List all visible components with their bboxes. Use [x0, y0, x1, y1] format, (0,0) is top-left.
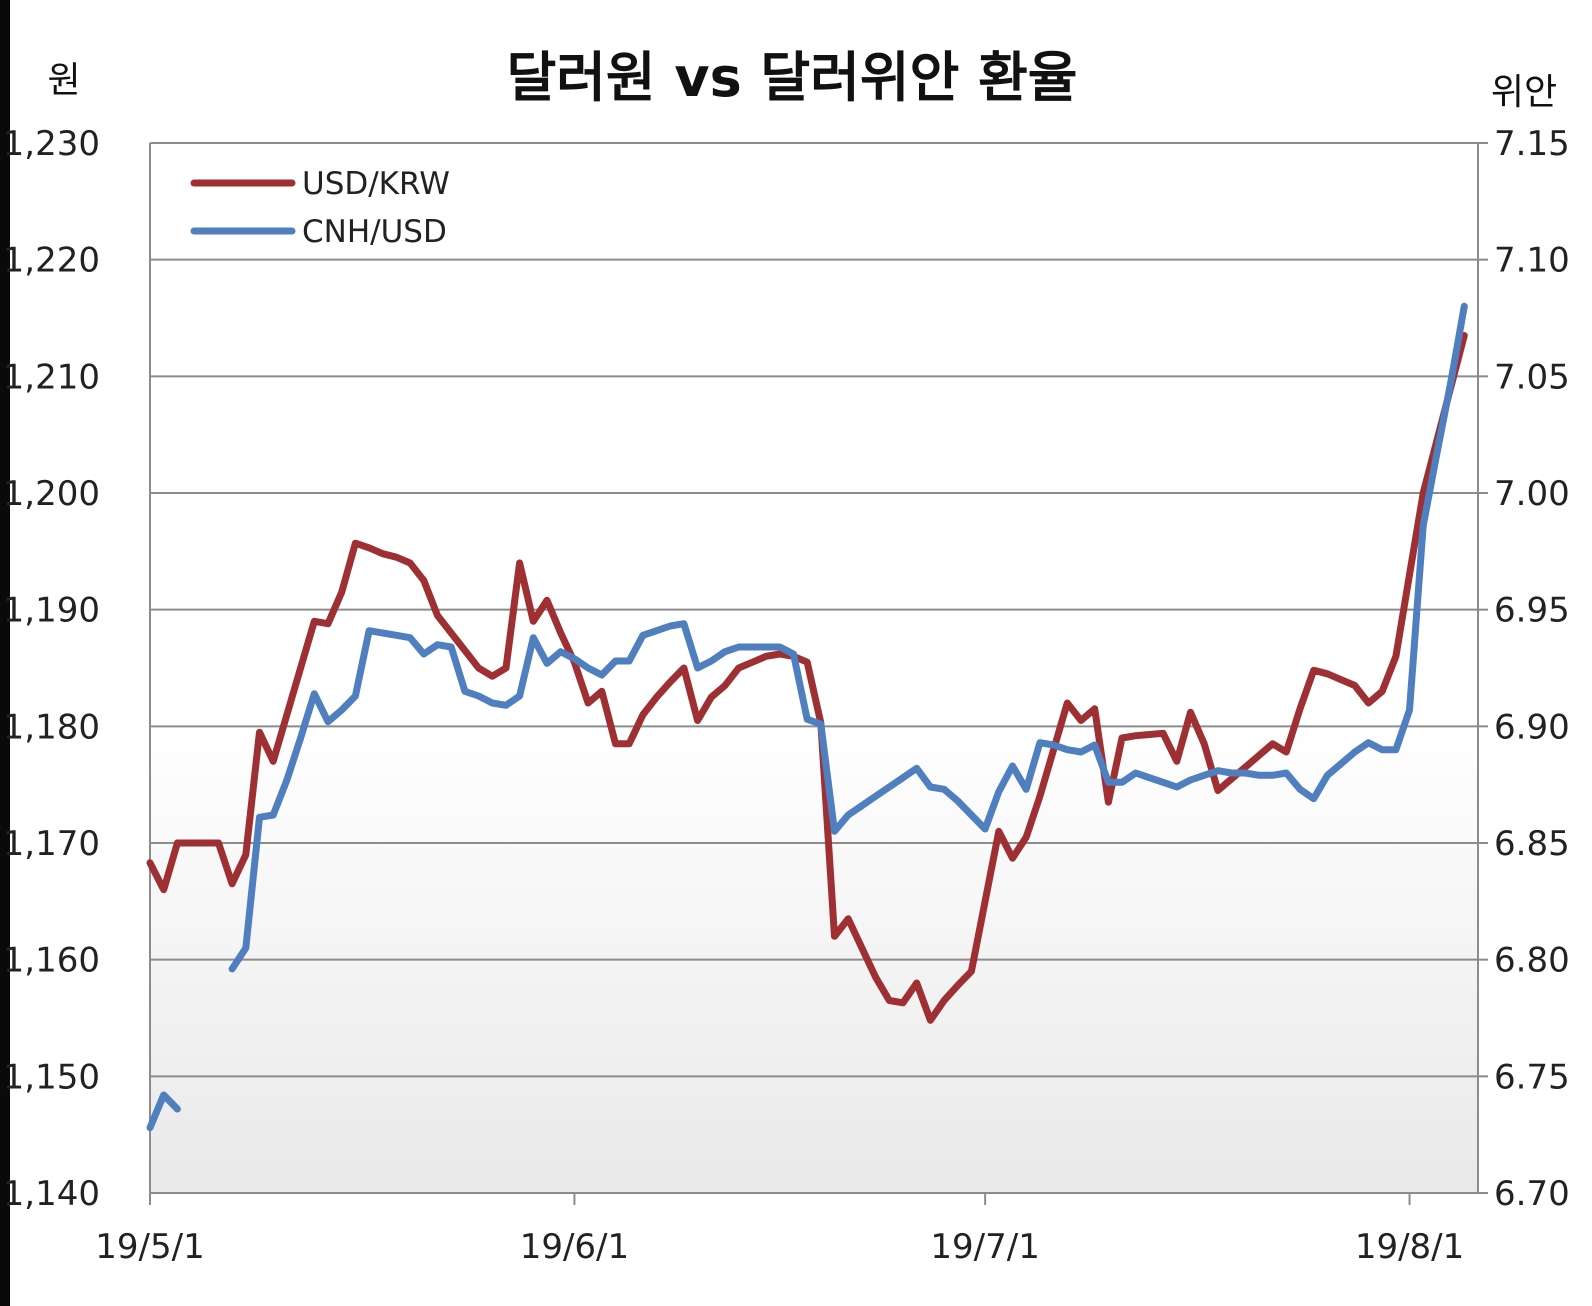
y-left-tick-label: 1,180 [3, 707, 100, 747]
y-left-tick-label: 1,160 [3, 941, 100, 981]
legend-label-usd-krw: USD/KRW [302, 166, 450, 202]
y-right-tick-label: 7.10 [1494, 241, 1570, 281]
x-tick-label: 19/5/1 [95, 1227, 204, 1267]
left-axis-unit-label: 원 [47, 60, 80, 101]
y-left-tick-label: 1,210 [3, 357, 100, 397]
y-right-tick-label: 6.75 [1494, 1057, 1570, 1097]
chart-title: 달러원 vs 달러위안 환율 [507, 46, 1078, 109]
x-tick-label: 19/6/1 [520, 1227, 629, 1267]
series-lines [146, 302, 1468, 1132]
series-line-cnh-usd [146, 1091, 181, 1132]
y-right-tick-label: 6.90 [1494, 707, 1570, 747]
y-right-tick-label: 7.05 [1494, 357, 1570, 397]
legend: USD/KRW CNH/USD [190, 166, 450, 250]
y-right-tick-label: 6.95 [1494, 591, 1570, 631]
left-edge-strip [0, 0, 10, 1306]
x-tick-label: 19/7/1 [930, 1227, 1039, 1267]
y-left-tick-label: 1,170 [3, 824, 100, 864]
plot-area-background [150, 143, 1478, 1193]
y-right-tick-label: 7.15 [1494, 124, 1570, 164]
y-left-tick-label: 1,200 [3, 474, 100, 514]
y-left-tick-label: 1,220 [3, 241, 100, 281]
x-tick-label: 19/8/1 [1355, 1227, 1464, 1267]
axes: 1,140 6.70 1,150 6.75 1,160 6.80 1,170 6.85 1,18… [3, 124, 1570, 1267]
y-right-tick-label: 6.80 [1494, 941, 1570, 981]
y-left-tick-label: 1,140 [3, 1174, 100, 1214]
gridlines [150, 142, 1478, 1078]
legend-label-cnh-usd: CNH/USD [302, 214, 447, 250]
y-right-tick-label: 6.70 [1494, 1174, 1570, 1214]
series-line-usd-krw [146, 332, 1468, 1024]
y-right-tick-label: 7.00 [1494, 474, 1570, 514]
y-right-tick-label: 6.85 [1494, 824, 1570, 864]
plot-background [150, 143, 1478, 1193]
y-left-tick-label: 1,190 [3, 591, 100, 631]
series-line-cnh-usd [228, 302, 1468, 973]
y-left-tick-label: 1,150 [3, 1057, 100, 1097]
y-left-tick-label: 1,230 [3, 124, 100, 164]
right-axis-unit-label: 위안 [1491, 72, 1557, 113]
